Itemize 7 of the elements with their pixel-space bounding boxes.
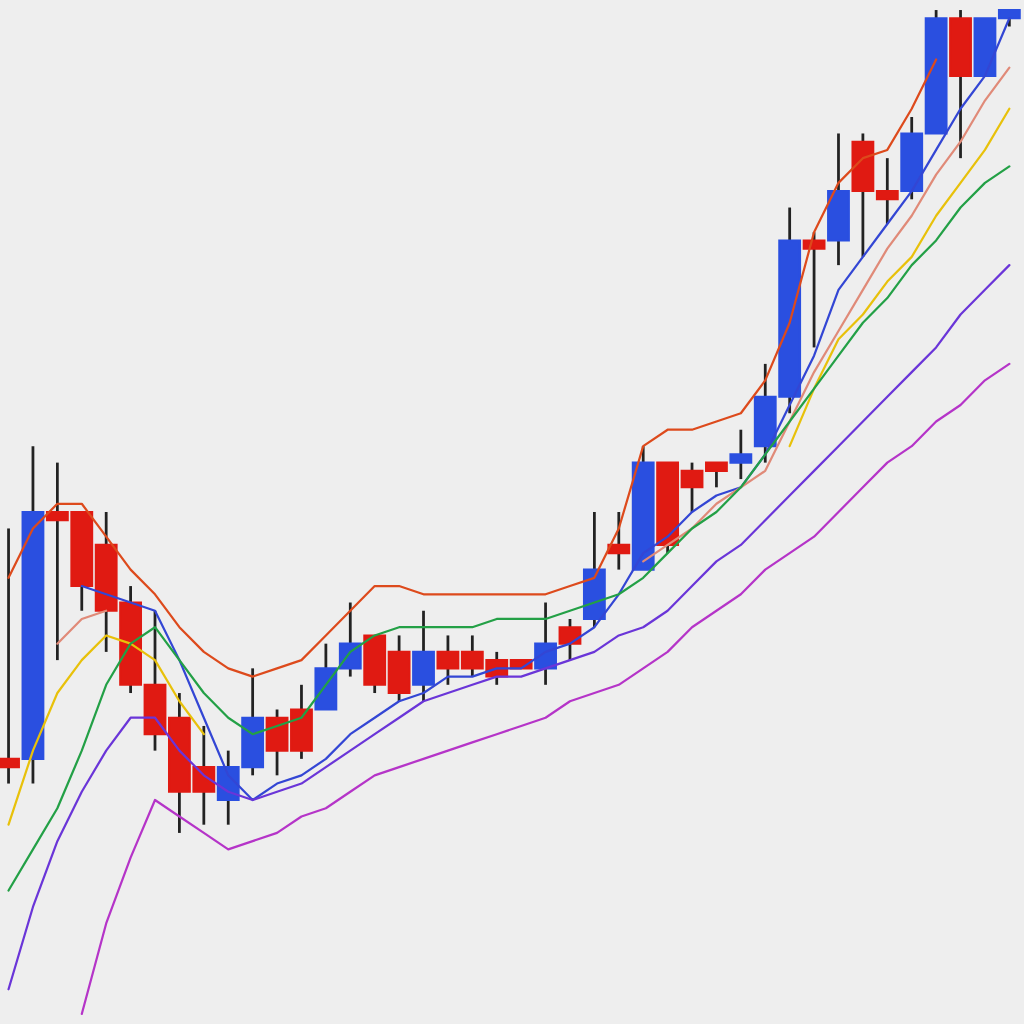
candlestick [680,461,704,514]
candlestick [607,510,631,571]
candlestick [875,156,899,226]
candlestick [705,461,728,489]
candlestick [436,634,460,687]
candlestick [558,617,582,662]
candlestick [729,428,753,481]
